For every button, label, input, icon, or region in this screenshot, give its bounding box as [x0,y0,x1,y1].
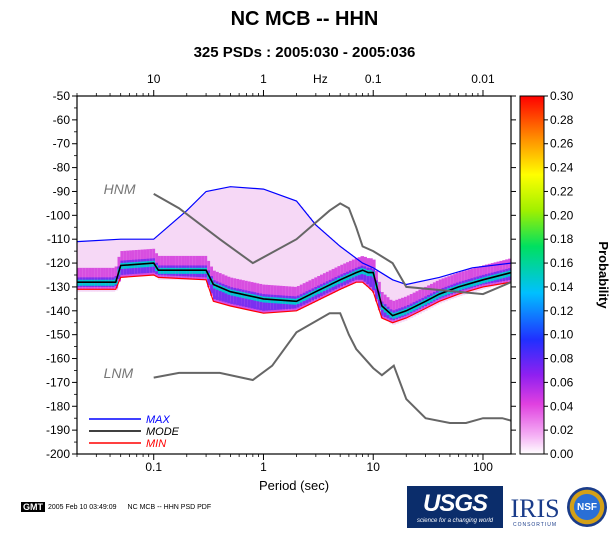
y-tick-label: -180 [46,399,70,413]
colorbar-tick-label: 0.04 [550,399,574,413]
x-top-axis-label: Hz [313,72,328,86]
colorbar-tick-label: 0.14 [550,280,574,294]
colorbar-tick-label: 0.08 [550,352,574,366]
timestamp: 2005 Feb 10 03:49:09 [48,503,117,511]
logo-strip: USGS science for a changing world IRIS C… [407,486,607,528]
colorbar-tick-label: 0.16 [550,256,574,270]
colorbar-tick-label: 0.02 [550,423,574,437]
y-tick-label: -70 [53,137,71,151]
chart-subtitle: 325 PSDs : 2005:030 - 2005:036 [193,44,416,61]
colorbar-scale [519,95,545,455]
annotation-lnm: LNM [104,365,134,381]
colorbar-label: Probability [596,241,609,309]
x-top-tick-label: 10 [147,72,161,86]
legend-label-min: MIN [146,438,166,450]
x-tick-label: 100 [473,460,493,474]
series-line-min [77,274,511,324]
colorbar-tick-label: 0.28 [550,113,574,127]
y-tick-label: -130 [46,280,70,294]
colorbar-tick-label: 0.00 [550,447,574,461]
annotation-hnm: HNM [104,181,136,197]
series-line-mode [77,262,511,317]
y-tick-label: -100 [46,208,70,222]
y-tick-label: -160 [46,352,70,366]
legend-label-mode: MODE [146,426,180,438]
y-tick-label: -150 [46,328,70,342]
nsf-logo: NSF [567,487,607,527]
x-tick-label: 10 [367,460,381,474]
x-top-tick-label: 0.01 [471,72,495,86]
colorbar-tick-label: 0.24 [550,161,574,175]
legend-label-max: MAX [146,414,171,426]
colorbar-tick-label: 0.26 [550,137,574,151]
usgs-logo: USGS science for a changing world [407,486,503,528]
x-axis-label: Period (sec) [259,478,329,493]
colorbar-tick-label: 0.18 [550,232,574,246]
y-tick-label: -190 [46,423,70,437]
y-tick-label: -60 [53,113,71,127]
y-tick-label: -110 [47,232,70,246]
y-tick-label: -50 [53,89,71,103]
colorbar-tick-label: 0.20 [550,208,574,222]
x-top-tick-label: 1 [260,72,267,86]
y-tick-label: -200 [46,447,70,461]
chart-title: NC MCB -- HHN [230,8,379,30]
x-top-tick-label: 0.1 [365,72,382,86]
iris-logo: IRIS CONSORTIUM [510,494,560,529]
series-line-hnm [153,193,511,296]
colorbar: 0.00 0.02 0.04 0.06 0.08 0.10 0.12 0.14 0.16 0.18… [519,89,609,461]
colorbar-tick-label: 0.12 [550,304,574,318]
colorbar-tick-label: 0.06 [550,375,574,389]
y-tick-label: -140 [46,304,70,318]
gmt-badge: GMT [21,502,45,512]
colorbar-tick-label: 0.10 [550,328,574,342]
y-tick-label: -80 [53,161,71,175]
x-tick-label: 0.1 [145,460,162,474]
series-line-lnm [153,312,511,424]
y-tick-label: -120 [46,256,70,270]
series-line-max [77,186,511,286]
colorbar-tick-label: 0.30 [550,89,574,103]
gmt-footer: GMT 2005 Feb 10 03:49:09 NC MCB -- HHN P… [21,502,211,512]
y-tick-label: -170 [46,375,70,389]
x-tick-label: 1 [260,460,267,474]
colorbar-tick-label: 0.22 [550,184,574,198]
plot-caption: NC MCB -- HHN PSD PDF [127,503,212,511]
y-tick-label: -90 [53,184,71,198]
